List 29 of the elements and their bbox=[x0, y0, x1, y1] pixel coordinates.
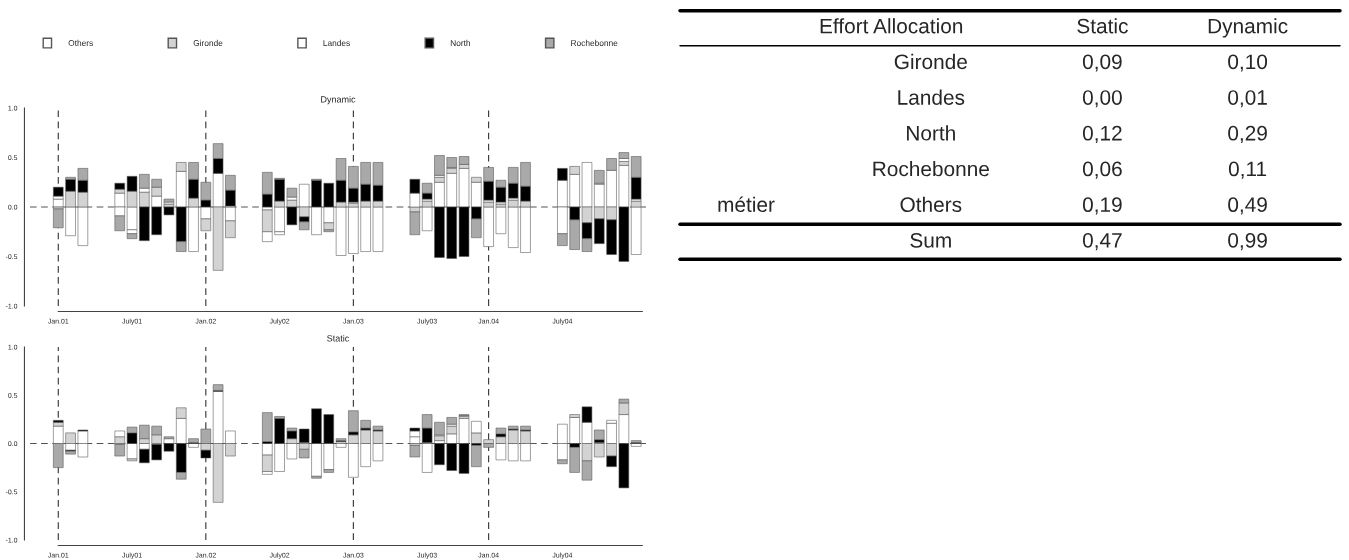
chart-title: Static bbox=[327, 334, 350, 342]
text: 0,99 bbox=[1228, 232, 1267, 251]
text: 0,10 bbox=[1228, 54, 1268, 72]
text: 0,12 bbox=[1082, 125, 1122, 144]
legend-label: Landes bbox=[323, 39, 350, 46]
text: 0,06 bbox=[1082, 161, 1122, 179]
text: Gironde bbox=[894, 53, 967, 70]
text: Landes bbox=[898, 89, 965, 105]
text: 0,47 bbox=[1082, 232, 1122, 251]
text: Sum bbox=[910, 232, 951, 248]
legend-label: Others bbox=[68, 39, 93, 46]
text: Static bbox=[1077, 18, 1128, 34]
text: métier bbox=[718, 196, 775, 213]
text: 0,01 bbox=[1228, 90, 1267, 108]
text: Effort Allocation bbox=[820, 18, 963, 34]
text: Rochebonne bbox=[873, 161, 989, 177]
text: North bbox=[907, 125, 955, 141]
text: Dynamic bbox=[1208, 18, 1288, 38]
text: 0,09 bbox=[1082, 54, 1122, 72]
text: 0,19 bbox=[1082, 197, 1122, 215]
legend-label: North bbox=[450, 39, 471, 46]
legend-label: Gironde bbox=[193, 39, 223, 46]
text: 0,49 bbox=[1228, 197, 1267, 215]
chart-title: Dynamic bbox=[321, 95, 356, 105]
text: 0,11 bbox=[1228, 161, 1267, 179]
text: Others bbox=[900, 196, 962, 213]
text: 0,00 bbox=[1082, 90, 1122, 108]
text: 0,29 bbox=[1228, 125, 1267, 144]
legend-label: Rochebonne bbox=[571, 39, 618, 46]
